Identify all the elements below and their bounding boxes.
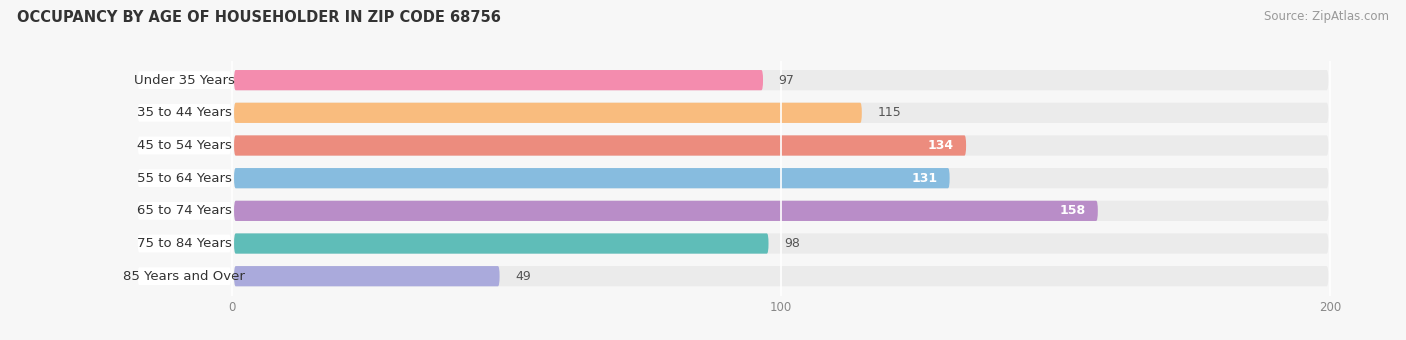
Text: Source: ZipAtlas.com: Source: ZipAtlas.com [1264, 10, 1389, 23]
FancyBboxPatch shape [233, 135, 1329, 156]
FancyBboxPatch shape [138, 104, 231, 122]
Text: 97: 97 [779, 74, 794, 87]
Text: 55 to 64 Years: 55 to 64 Years [136, 172, 232, 185]
FancyBboxPatch shape [233, 70, 763, 90]
FancyBboxPatch shape [233, 70, 1329, 90]
FancyBboxPatch shape [233, 201, 1329, 221]
Text: 85 Years and Over: 85 Years and Over [124, 270, 245, 283]
Text: 65 to 74 Years: 65 to 74 Years [136, 204, 232, 217]
FancyBboxPatch shape [138, 169, 231, 187]
Text: 98: 98 [785, 237, 800, 250]
Text: 131: 131 [911, 172, 938, 185]
FancyBboxPatch shape [233, 168, 949, 188]
Text: OCCUPANCY BY AGE OF HOUSEHOLDER IN ZIP CODE 68756: OCCUPANCY BY AGE OF HOUSEHOLDER IN ZIP C… [17, 10, 501, 25]
Text: 45 to 54 Years: 45 to 54 Years [136, 139, 232, 152]
Text: 75 to 84 Years: 75 to 84 Years [136, 237, 232, 250]
FancyBboxPatch shape [233, 266, 499, 286]
FancyBboxPatch shape [233, 135, 966, 156]
FancyBboxPatch shape [233, 233, 769, 254]
FancyBboxPatch shape [233, 266, 1329, 286]
FancyBboxPatch shape [233, 233, 1329, 254]
FancyBboxPatch shape [138, 202, 231, 220]
FancyBboxPatch shape [233, 168, 1329, 188]
Text: 35 to 44 Years: 35 to 44 Years [136, 106, 232, 119]
Text: 49: 49 [515, 270, 530, 283]
FancyBboxPatch shape [138, 71, 231, 89]
Text: Under 35 Years: Under 35 Years [134, 74, 235, 87]
FancyBboxPatch shape [138, 267, 231, 285]
FancyBboxPatch shape [233, 201, 1098, 221]
FancyBboxPatch shape [138, 137, 231, 154]
Text: 158: 158 [1060, 204, 1085, 217]
Text: 134: 134 [928, 139, 955, 152]
Text: 115: 115 [877, 106, 901, 119]
FancyBboxPatch shape [233, 103, 862, 123]
FancyBboxPatch shape [138, 235, 231, 252]
FancyBboxPatch shape [233, 103, 1329, 123]
